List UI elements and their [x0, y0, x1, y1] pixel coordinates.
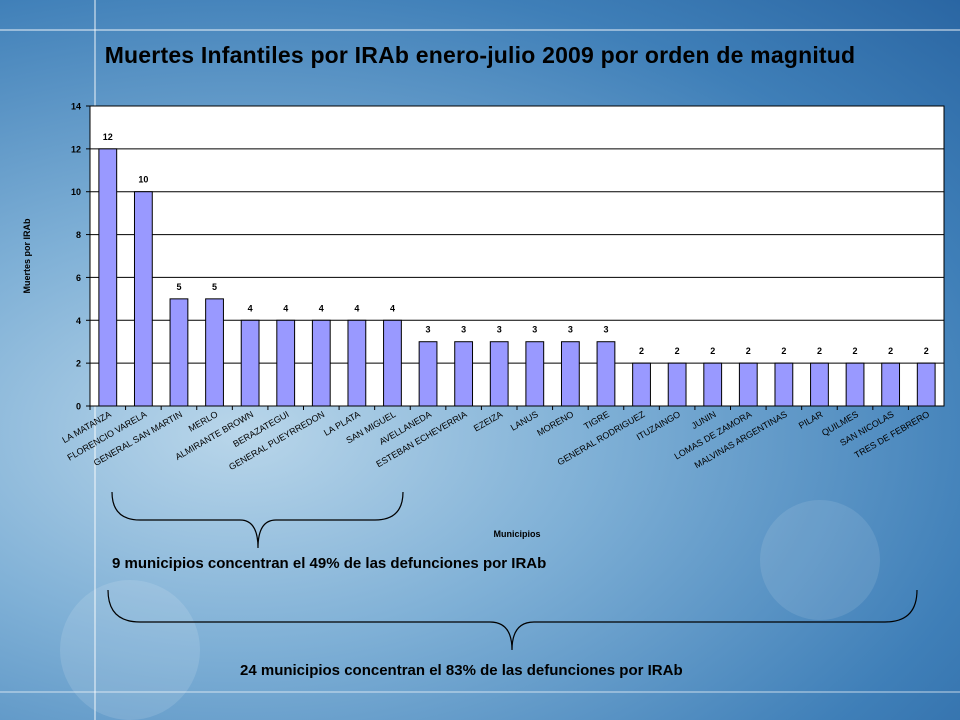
data-label: 4 — [283, 303, 288, 313]
data-label: 2 — [710, 346, 715, 356]
data-label: 4 — [354, 303, 359, 313]
y-tick-label: 0 — [76, 402, 81, 412]
plot-area — [90, 106, 944, 406]
data-label: 12 — [103, 132, 113, 142]
bar — [881, 362, 901, 407]
annotation-24-municipios: 24 municipios concentran el 83% de las d… — [240, 662, 683, 679]
bar — [845, 362, 865, 407]
bar — [774, 362, 794, 407]
bar — [667, 362, 687, 407]
data-label: 3 — [603, 325, 608, 335]
data-label: 3 — [532, 325, 537, 335]
y-tick-label: 6 — [76, 273, 81, 283]
bar — [560, 341, 580, 407]
bar — [632, 362, 651, 407]
data-label: 2 — [781, 346, 786, 356]
data-label: 2 — [639, 346, 644, 356]
data-label: 2 — [888, 346, 893, 356]
bar — [454, 341, 474, 407]
y-tick-label: 2 — [76, 359, 81, 369]
bar — [703, 362, 723, 407]
bar — [383, 319, 402, 407]
y-tick-label: 4 — [76, 316, 81, 326]
slide-title: Muertes Infantiles por IRAb enero-julio … — [104, 42, 856, 68]
bar — [311, 319, 331, 407]
data-label: 2 — [853, 346, 858, 356]
data-label: 4 — [248, 303, 253, 313]
data-label: 3 — [426, 325, 431, 335]
bar — [596, 341, 616, 407]
bar — [810, 362, 829, 407]
data-label: 2 — [675, 346, 680, 356]
bar — [276, 319, 296, 407]
y-tick-label: 14 — [71, 102, 81, 112]
x-axis-title: Municipios — [494, 529, 541, 539]
bar — [240, 319, 260, 407]
data-label: 4 — [319, 303, 324, 313]
y-tick-label: 12 — [71, 144, 81, 154]
bar — [525, 341, 545, 407]
bar — [205, 298, 224, 407]
data-label: 3 — [568, 325, 573, 335]
bar — [169, 298, 189, 407]
snowflake-decoration — [60, 580, 200, 720]
annotation-9-municipios: 9 municipios concentran el 49% de las de… — [112, 555, 547, 572]
y-tick-label: 10 — [71, 187, 81, 197]
data-label: 10 — [138, 175, 148, 185]
data-label: 2 — [924, 346, 929, 356]
data-label: 2 — [817, 346, 822, 356]
data-label: 3 — [461, 325, 466, 335]
data-label: 5 — [176, 282, 181, 292]
bar — [916, 362, 936, 407]
data-label: 4 — [390, 303, 395, 313]
data-label: 2 — [746, 346, 751, 356]
bar — [489, 341, 509, 407]
bar — [98, 148, 118, 407]
data-label: 5 — [212, 282, 217, 292]
bar — [133, 191, 153, 407]
data-label: 3 — [497, 325, 502, 335]
bar — [738, 362, 758, 407]
bar — [347, 319, 367, 407]
y-tick-label: 8 — [76, 230, 81, 240]
bar — [418, 341, 438, 407]
snowflake-decoration — [760, 500, 880, 620]
y-axis-title: Muertes por IRAb — [22, 218, 32, 294]
